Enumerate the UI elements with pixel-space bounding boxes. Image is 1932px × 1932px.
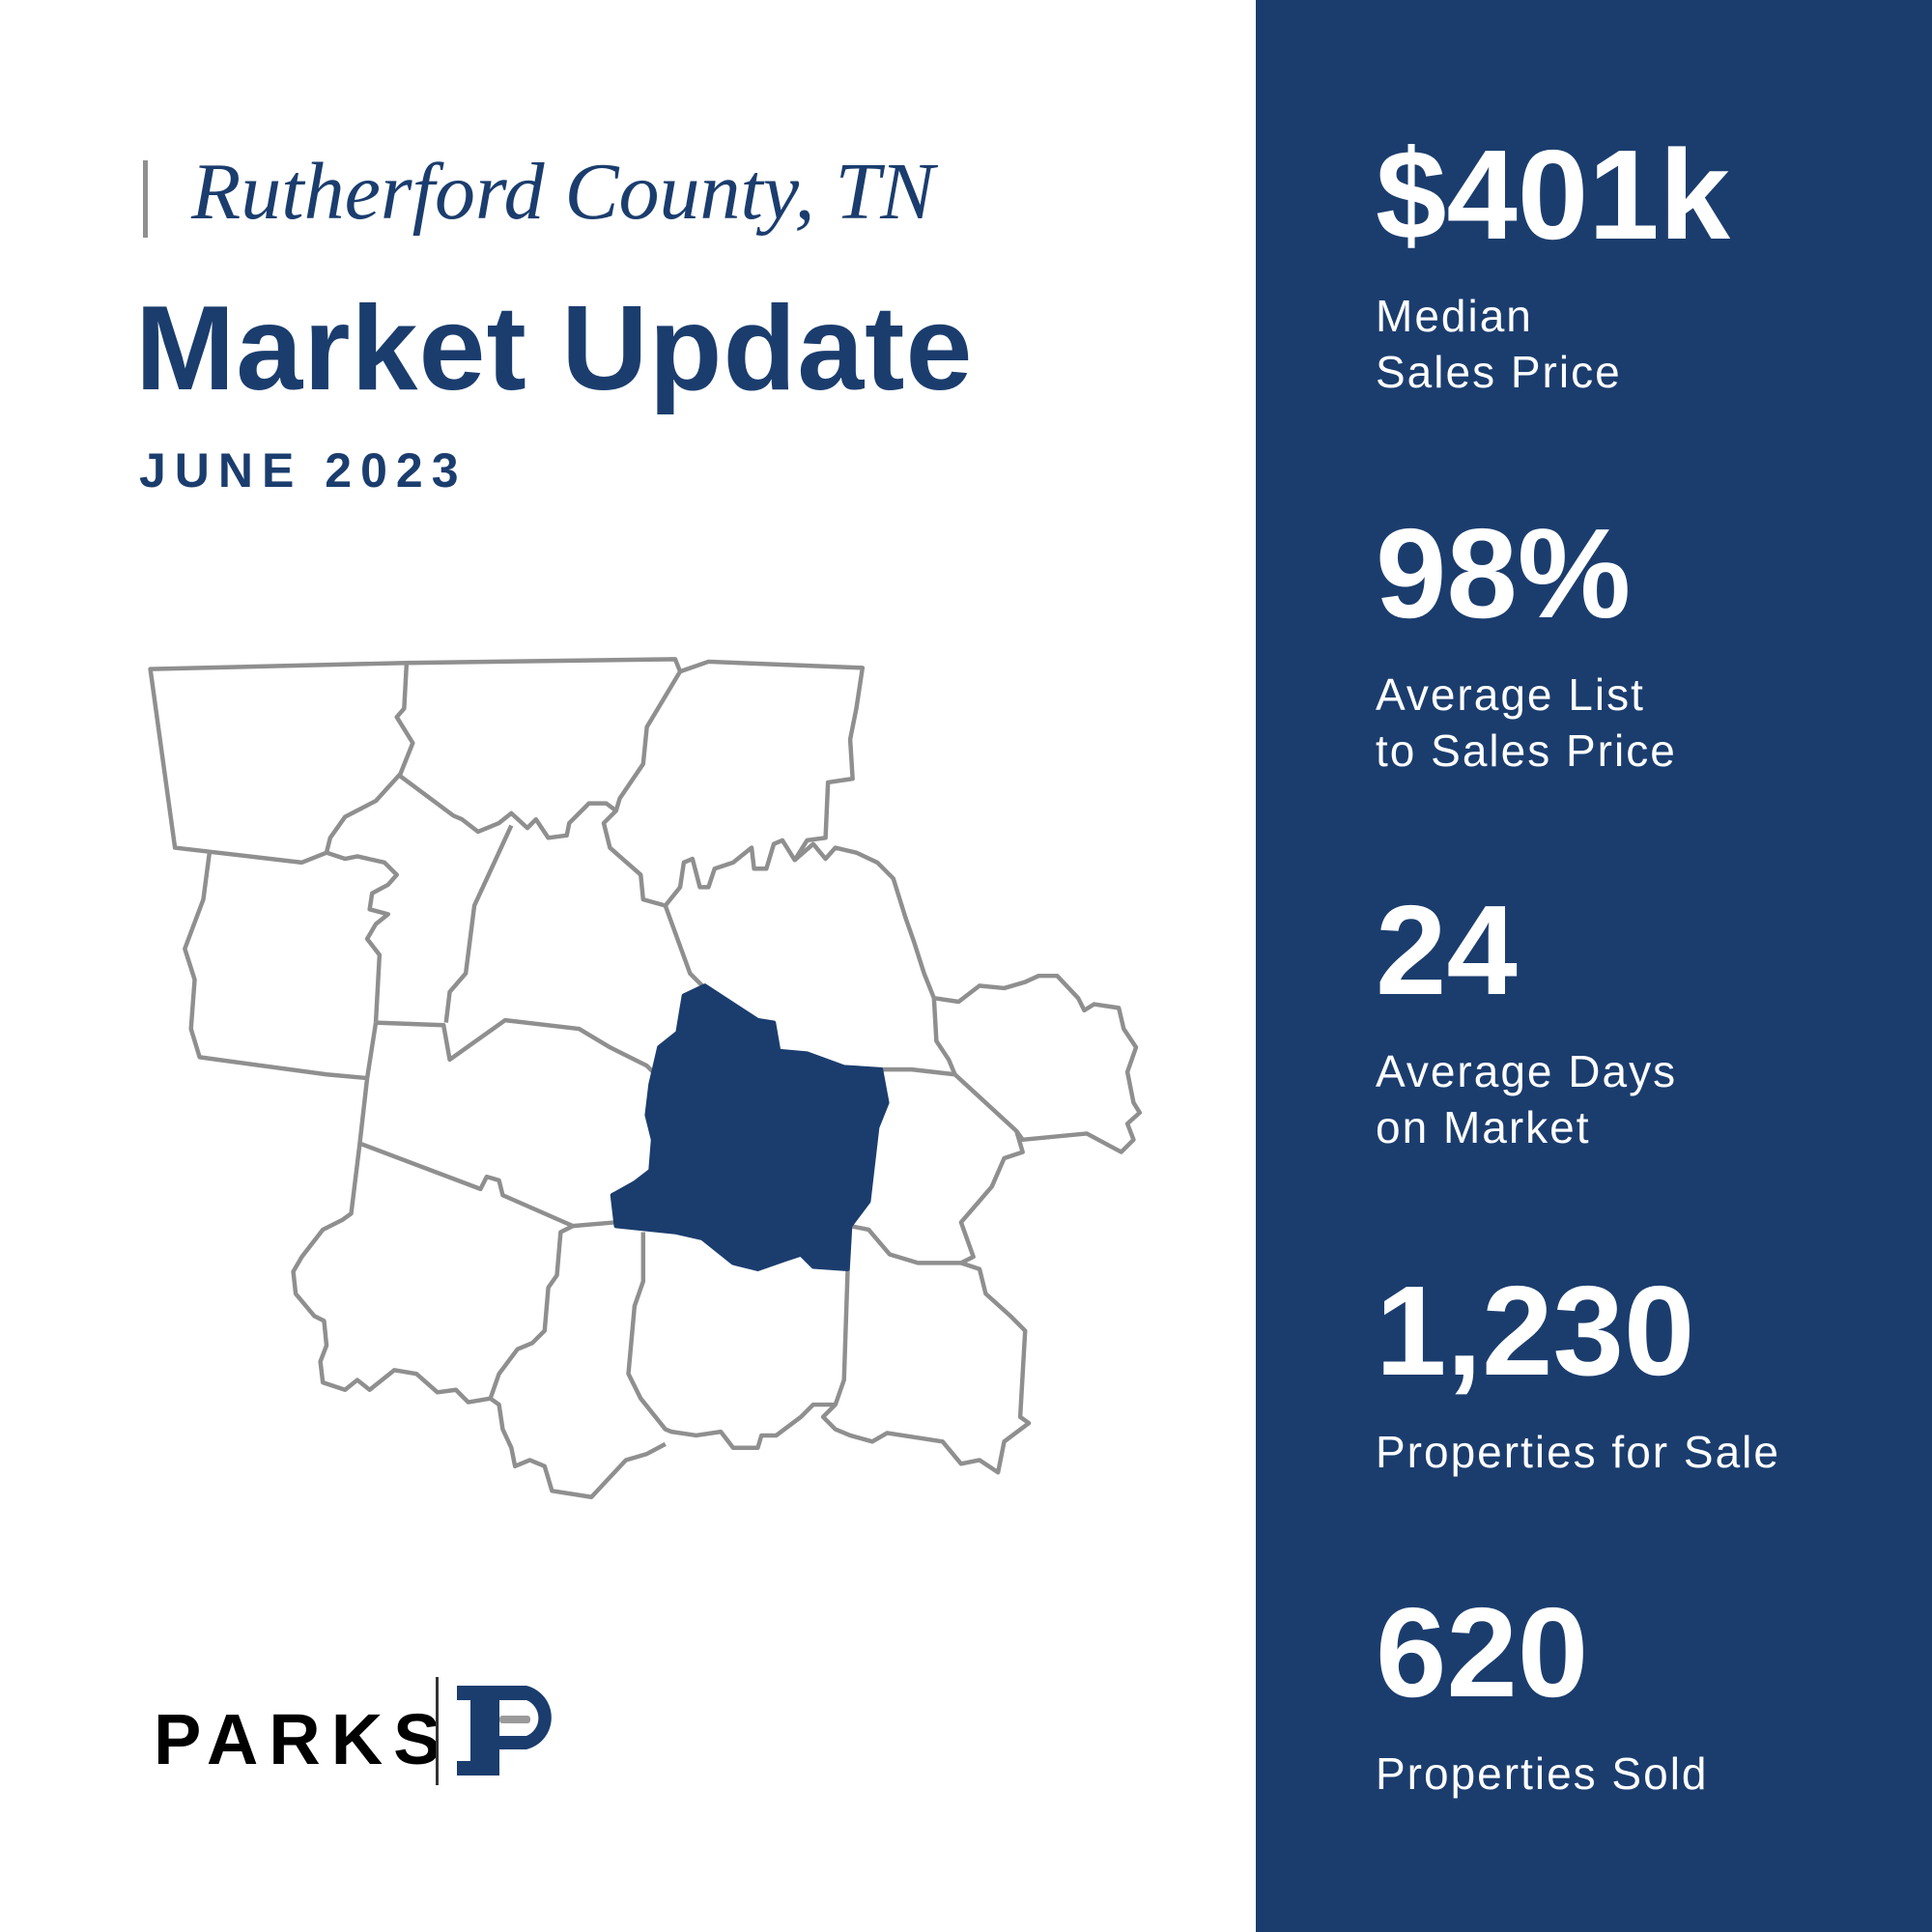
stat-label: Properties Sold <box>1376 1748 1709 1799</box>
county-outline <box>626 1232 836 1450</box>
stat-value: 620 <box>1376 1581 1589 1723</box>
stat-properties-sold: 620 Properties Sold <box>1376 1589 1709 1802</box>
stat-label: Median Sales Price <box>1376 291 1622 397</box>
parks-logo: PARKS <box>150 1671 584 1797</box>
stat-properties-for-sale: 1,230 Properties for Sale <box>1376 1267 1780 1480</box>
report-date: JUNE 2023 <box>139 443 468 497</box>
stat-list-to-sales: 98% Average List to Sales Price <box>1376 510 1677 779</box>
county-outline <box>183 850 399 1081</box>
rutherford-county <box>610 983 890 1271</box>
county-outline <box>357 1022 616 1229</box>
stat-label: Average List to Sales Price <box>1376 669 1677 776</box>
logo-divider <box>436 1677 439 1785</box>
parks-p-icon <box>457 1686 552 1776</box>
stat-value: $401k <box>1376 124 1731 266</box>
county-outline <box>601 809 704 987</box>
location-title: Rutherford County, TN <box>191 147 935 237</box>
county-outline <box>664 659 866 907</box>
county-outline <box>291 1143 492 1405</box>
left-section: Rutherford County, TN Market Update JUNE… <box>135 147 1143 1797</box>
county-outline <box>820 1261 1032 1475</box>
county-outline <box>375 1017 655 1074</box>
county-outline <box>849 1130 1025 1265</box>
county-outline <box>488 1224 667 1499</box>
stat-label: Average Days on Market <box>1376 1046 1678 1152</box>
county-outline <box>933 973 1143 1154</box>
stats-panel: $401k Median Sales Price 98% Average Lis… <box>1256 0 1932 1932</box>
page-title: Market Update <box>135 282 974 415</box>
stat-median-sales-price: $401k Median Sales Price <box>1376 131 1730 400</box>
title-divider <box>143 160 148 238</box>
stat-days-on-market: 24 Average Days on Market <box>1376 887 1677 1155</box>
stat-value: 24 <box>1376 879 1518 1021</box>
county-outline <box>399 657 683 840</box>
stat-value: 98% <box>1376 502 1632 644</box>
county-outline <box>443 824 514 1023</box>
county-outline <box>148 660 415 866</box>
logo-wordmark: PARKS <box>154 1699 452 1779</box>
county-map <box>148 657 1143 1499</box>
stat-label: Properties for Sale <box>1376 1427 1780 1477</box>
stat-value: 1,230 <box>1376 1260 1695 1402</box>
county-outline <box>793 841 957 1077</box>
